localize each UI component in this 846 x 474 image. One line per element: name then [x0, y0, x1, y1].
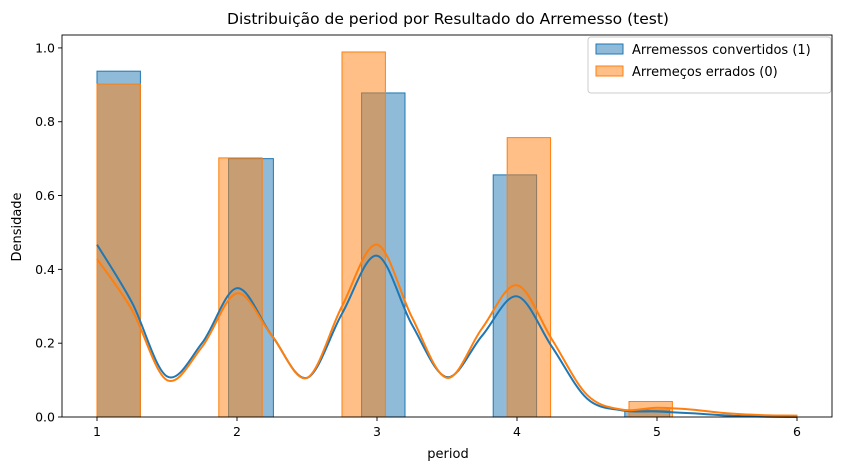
- x-tick-label: 6: [793, 424, 801, 439]
- legend-frame: [587, 36, 832, 94]
- bars-layer: [96, 51, 798, 418]
- bar-series-1-bin-2: [341, 51, 386, 418]
- chart-title: Distribuição de period por Resultado do …: [227, 10, 669, 28]
- legend-label-missed: Arremeços errados (0): [632, 65, 778, 80]
- y-tick-label: 0.0: [35, 410, 55, 425]
- kde-line-series-0: [96, 244, 798, 418]
- axes-layer: 1 2 3 4 5 6 0.0 0.2 0.4 0.6 0.8 1.0: [35, 34, 833, 439]
- x-tick-label: 1: [93, 424, 101, 439]
- plot-frame: [61, 34, 833, 418]
- x-tick-label: 2: [233, 424, 241, 439]
- y-tick-label: 0.4: [35, 262, 55, 277]
- kde-line-series-1: [96, 243, 798, 417]
- x-tick-label: 3: [373, 424, 381, 439]
- y-axis-label: Densidade: [10, 192, 25, 261]
- legend-label-converted: Arremessos convertidos (1): [632, 43, 811, 58]
- y-tick-label: 1.0: [35, 40, 55, 55]
- x-tick-label: 5: [653, 424, 661, 439]
- y-tick-label: 0.6: [35, 188, 55, 203]
- bar-series-1-bin-0: [96, 83, 141, 418]
- legend: Arremessos convertidos (1) Arremeços err…: [587, 36, 832, 94]
- kde-layer: [96, 243, 798, 418]
- legend-swatch-converted: [595, 43, 624, 55]
- bar-series-1-bin-1: [218, 157, 263, 418]
- y-tick-label: 0.8: [35, 114, 55, 129]
- x-tick-label: 4: [513, 424, 521, 439]
- legend-swatch-missed: [595, 65, 624, 77]
- x-axis-label: period: [427, 447, 468, 462]
- y-tick-label: 0.2: [35, 336, 55, 351]
- bar-series-1-bin-3: [506, 137, 552, 418]
